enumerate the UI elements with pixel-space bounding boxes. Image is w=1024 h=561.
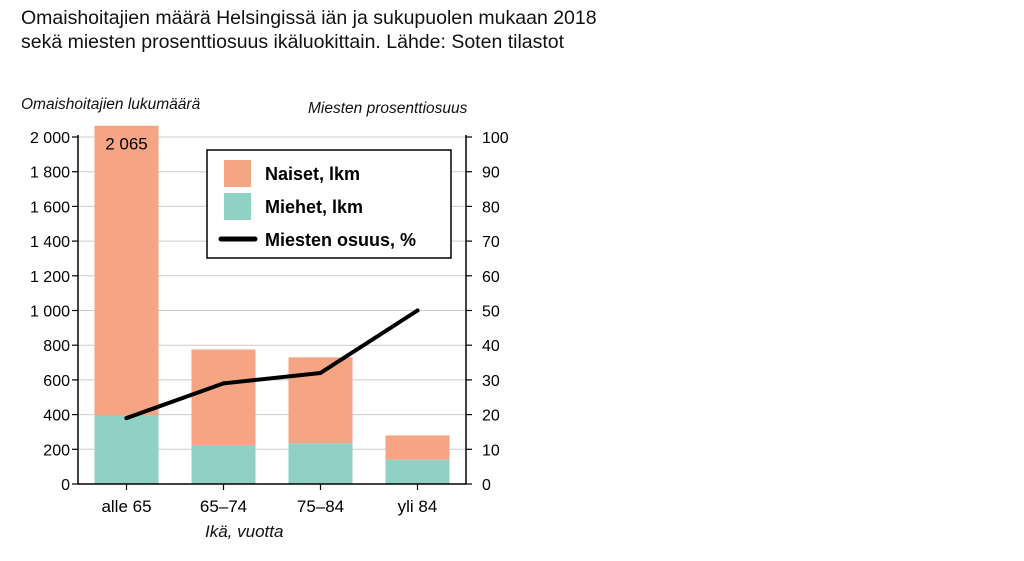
y-tick-label-left: 1 800 xyxy=(30,165,70,182)
legend-swatch xyxy=(224,160,251,187)
bar-men-0 xyxy=(94,415,159,484)
y-tick-label-left: 1 600 xyxy=(30,199,70,216)
y-axis-left-label: Omaishoitajien lukumäärä xyxy=(21,96,201,113)
bar-women-3 xyxy=(385,435,450,460)
y-tick-label-left: 800 xyxy=(43,338,70,355)
y-tick-label-left: 200 xyxy=(43,442,70,459)
legend-label: Miesten osuus, % xyxy=(265,230,416,250)
bar-women-0 xyxy=(94,125,159,416)
y-tick-label-right: 80 xyxy=(482,199,500,216)
bar-men-3 xyxy=(385,459,450,484)
x-tick-label: yli 84 xyxy=(398,497,438,516)
men-share-point xyxy=(221,381,226,386)
men-share-point xyxy=(124,416,129,421)
y-tick-label-right: 0 xyxy=(482,477,491,494)
men-share-polyline xyxy=(124,308,420,421)
y-tick-label-right: 10 xyxy=(482,442,500,459)
y-tick-label-left: 1 000 xyxy=(30,304,70,321)
x-axis-label: Ikä, vuotta xyxy=(205,522,284,541)
x-tick-label: 75–84 xyxy=(297,497,344,516)
bar-men-2 xyxy=(288,443,353,484)
chart-title-line-2: sekä miesten prosenttiosuus ikäluokittai… xyxy=(21,31,565,53)
axes xyxy=(72,135,472,490)
y-tick-label-left: 600 xyxy=(43,373,70,390)
y-tick-label-right: 70 xyxy=(482,234,500,251)
y-tick-label-right: 40 xyxy=(482,338,500,355)
legend-label: Naiset, lkm xyxy=(265,164,360,184)
y-tick-label-right: 50 xyxy=(482,304,500,321)
bars xyxy=(94,125,450,484)
y-tick-label-left: 1 200 xyxy=(30,269,70,286)
y-tick-label-right: 100 xyxy=(482,130,509,147)
y-tick-label-left: 400 xyxy=(43,408,70,425)
legend: Naiset, lkm Miehet, lkm Miesten osuus, % xyxy=(206,149,452,259)
men-share-point xyxy=(415,308,420,313)
bar-men-1 xyxy=(191,444,256,484)
y-tick-label-right: 90 xyxy=(482,165,500,182)
chart-title: Omaishoitajien määrä Helsingissä iän ja … xyxy=(21,6,597,54)
data-label-total: 2 065 xyxy=(105,135,148,154)
legend-label: Miehet, lkm xyxy=(265,197,363,217)
chart-title-line-1: Omaishoitajien määrä Helsingissä iän ja … xyxy=(21,7,597,29)
y-tick-label-right: 60 xyxy=(482,269,500,286)
y-tick-label-left: 1 400 xyxy=(30,234,70,251)
y-tick-label-right: 30 xyxy=(482,373,500,390)
y-tick-label-right: 20 xyxy=(482,408,500,425)
bar-women-2 xyxy=(288,357,353,444)
men-share-line xyxy=(124,308,420,421)
legend-swatch xyxy=(224,193,251,220)
men-share-point xyxy=(318,370,323,375)
y-tick-label-left: 0 xyxy=(61,477,70,494)
y-axis-right-label: Miesten prosenttiosuus xyxy=(308,100,468,117)
x-tick-label: alle 65 xyxy=(101,497,151,516)
y-tick-label-left: 2 000 xyxy=(30,130,70,147)
bar-women-1 xyxy=(191,349,256,445)
x-tick-label: 65–74 xyxy=(200,497,247,516)
